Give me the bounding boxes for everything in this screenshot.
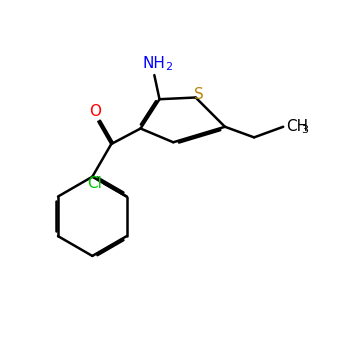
Text: 2: 2 xyxy=(164,62,172,72)
Text: NH: NH xyxy=(143,56,166,71)
Text: 3: 3 xyxy=(301,125,308,135)
Text: O: O xyxy=(89,104,101,119)
Text: S: S xyxy=(194,87,203,102)
Text: CH: CH xyxy=(286,119,308,134)
Text: Cl: Cl xyxy=(87,176,101,191)
